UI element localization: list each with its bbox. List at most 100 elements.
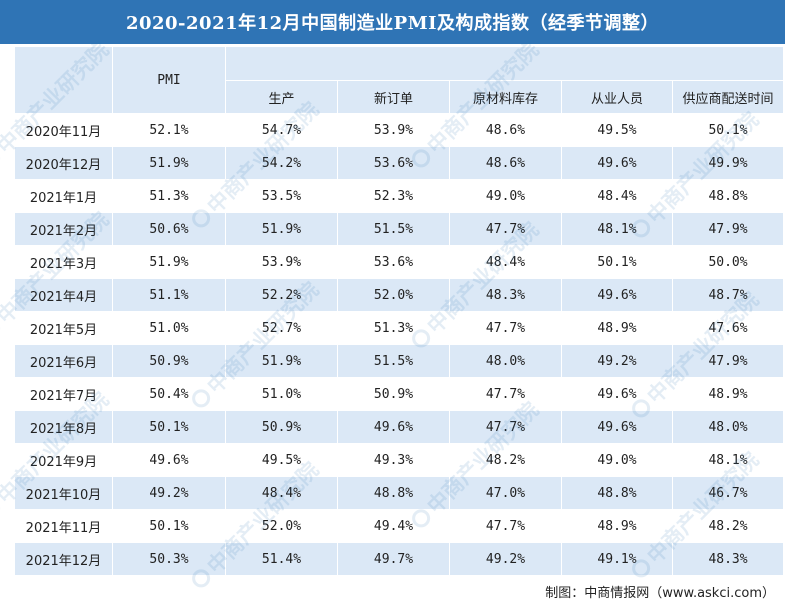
value-cell: 48.8% <box>337 476 450 510</box>
value-cell: 48.8% <box>561 476 673 510</box>
pmi-table: PMI 生产 新订单 原材料库存 从业人员 供应商配送时间 2020年11月 52… <box>14 46 785 576</box>
row-month-cell: 2021年10月 <box>14 476 113 510</box>
value-cell: 49.6% <box>561 410 673 444</box>
value-cell: 49.4% <box>337 509 450 543</box>
value-cell: 49.0% <box>561 443 673 477</box>
row-month-cell: 2021年4月 <box>14 278 113 312</box>
value-cell: 50.1% <box>671 113 785 147</box>
value-cell: 48.0% <box>449 344 562 378</box>
value-cell: 51.5% <box>337 344 450 378</box>
table-row: 2021年12月 50.3% 51.4% 49.7% 49.2% 49.1% 48.3% <box>14 542 785 576</box>
header-pmi: PMI <box>112 46 226 114</box>
value-cell: 48.3% <box>671 542 785 576</box>
value-cell: 49.6% <box>561 278 673 312</box>
value-cell: 50.3% <box>112 542 226 576</box>
value-cell: 48.3% <box>449 278 562 312</box>
row-month-cell: 2021年11月 <box>14 509 113 543</box>
value-cell: 51.0% <box>225 377 338 411</box>
row-month-cell: 2021年7月 <box>14 377 113 411</box>
value-cell: 51.9% <box>112 146 226 180</box>
source-note: 制图：中商情报网（www.askci.com） <box>545 586 775 601</box>
table-row: 2021年4月 51.1% 52.2% 52.0% 48.3% 49.6% 48.7% <box>14 278 785 312</box>
value-cell: 47.7% <box>449 410 562 444</box>
value-cell: 52.2% <box>225 278 338 312</box>
value-cell: 47.7% <box>449 212 562 246</box>
value-cell: 53.6% <box>337 146 450 180</box>
title-bar: 2020-2021年12月中国制造业PMI及构成指数（经季节调整） <box>0 0 785 44</box>
value-cell: 47.0% <box>449 476 562 510</box>
value-cell: 47.7% <box>449 311 562 345</box>
row-month-cell: 2021年9月 <box>14 443 113 477</box>
value-cell: 49.2% <box>449 542 562 576</box>
value-cell: 53.9% <box>225 245 338 279</box>
table-body: 2020年11月 52.1% 54.7% 53.9% 48.6% 49.5% 50.1% 20… <box>14 113 785 576</box>
value-cell: 48.7% <box>671 278 785 312</box>
value-cell: 51.5% <box>337 212 450 246</box>
value-cell: 49.1% <box>561 542 673 576</box>
value-cell: 51.4% <box>225 542 338 576</box>
value-cell: 51.9% <box>112 245 226 279</box>
watermark-logo-icon <box>0 315 4 342</box>
value-cell: 50.1% <box>561 245 673 279</box>
value-cell: 48.0% <box>671 410 785 444</box>
header-row-top: PMI <box>14 46 785 114</box>
value-cell: 49.6% <box>561 146 673 180</box>
table-row: 2021年1月 51.3% 53.5% 52.3% 49.0% 48.4% 48.8% <box>14 179 785 213</box>
table-row: 2021年3月 51.9% 53.9% 53.6% 48.4% 50.1% 50.0% <box>14 245 785 279</box>
table-row: 2021年11月 50.1% 52.0% 49.4% 47.7% 48.9% 48.2% <box>14 509 785 543</box>
header-new-orders: 新订单 <box>337 80 450 114</box>
value-cell: 51.3% <box>112 179 226 213</box>
value-cell: 51.9% <box>225 212 338 246</box>
row-month-cell: 2021年6月 <box>14 344 113 378</box>
table-row: 2021年7月 50.4% 51.0% 50.9% 47.7% 49.6% 48.9% <box>14 377 785 411</box>
value-cell: 53.5% <box>225 179 338 213</box>
value-cell: 54.2% <box>225 146 338 180</box>
value-cell: 48.6% <box>449 113 562 147</box>
table-row: 2021年5月 51.0% 52.7% 51.3% 47.7% 48.9% 47.6% <box>14 311 785 345</box>
value-cell: 50.9% <box>337 377 450 411</box>
value-cell: 50.0% <box>671 245 785 279</box>
value-cell: 48.9% <box>671 377 785 411</box>
value-cell: 50.1% <box>112 509 226 543</box>
value-cell: 48.1% <box>671 443 785 477</box>
value-cell: 48.2% <box>449 443 562 477</box>
value-cell: 49.6% <box>337 410 450 444</box>
header-production: 生产 <box>225 80 338 114</box>
table-row: 2021年8月 50.1% 50.9% 49.6% 47.7% 49.6% 48.0% <box>14 410 785 444</box>
value-cell: 52.7% <box>225 311 338 345</box>
value-cell: 51.1% <box>112 278 226 312</box>
value-cell: 49.7% <box>337 542 450 576</box>
value-cell: 52.0% <box>225 509 338 543</box>
value-cell: 48.2% <box>671 509 785 543</box>
header-corner <box>14 46 113 114</box>
watermark-logo-icon <box>0 495 4 522</box>
row-month-cell: 2021年8月 <box>14 410 113 444</box>
value-cell: 53.9% <box>337 113 450 147</box>
value-cell: 50.4% <box>112 377 226 411</box>
value-cell: 54.7% <box>225 113 338 147</box>
header-raw-material-inventory: 原材料库存 <box>449 80 562 114</box>
value-cell: 52.3% <box>337 179 450 213</box>
value-cell: 49.5% <box>225 443 338 477</box>
watermark-logo-icon <box>0 145 4 172</box>
page-title: 2020-2021年12月中国制造业PMI及构成指数（经季节调整） <box>125 13 660 34</box>
table-row: 2021年2月 50.6% 51.9% 51.5% 47.7% 48.1% 47.9% <box>14 212 785 246</box>
value-cell: 51.9% <box>225 344 338 378</box>
value-cell: 50.9% <box>225 410 338 444</box>
value-cell: 50.9% <box>112 344 226 378</box>
value-cell: 47.9% <box>671 212 785 246</box>
value-cell: 49.2% <box>561 344 673 378</box>
table-row: 2021年10月 49.2% 48.4% 48.8% 47.0% 48.8% 46.7% <box>14 476 785 510</box>
value-cell: 48.1% <box>561 212 673 246</box>
row-month-cell: 2021年2月 <box>14 212 113 246</box>
row-month-cell: 2020年12月 <box>14 146 113 180</box>
value-cell: 53.6% <box>337 245 450 279</box>
value-cell: 50.1% <box>112 410 226 444</box>
value-cell: 47.7% <box>449 377 562 411</box>
header-employment: 从业人员 <box>561 80 673 114</box>
value-cell: 51.3% <box>337 311 450 345</box>
row-month-cell: 2021年12月 <box>14 542 113 576</box>
row-month-cell: 2020年11月 <box>14 113 113 147</box>
table-row: 2021年6月 50.9% 51.9% 51.5% 48.0% 49.2% 47.9% <box>14 344 785 378</box>
value-cell: 49.6% <box>112 443 226 477</box>
